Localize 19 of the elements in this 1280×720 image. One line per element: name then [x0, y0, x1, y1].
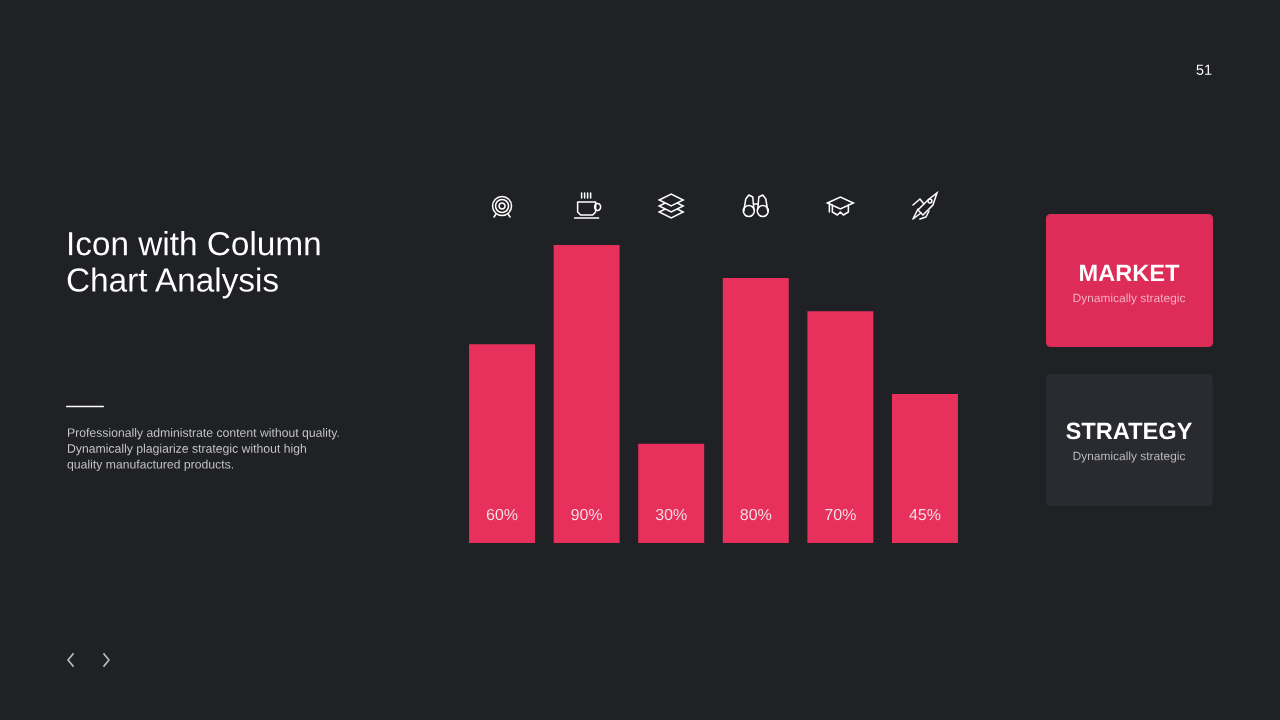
- data-label: 80%: [740, 508, 772, 521]
- bar: [469, 344, 536, 543]
- text: Professionally administrate content without quality. Dynamically plagiarize strategic without high quality manufactured products.: [67, 428, 339, 472]
- data-label: 60%: [486, 508, 518, 521]
- text: Dynamically strategic: [1073, 451, 1186, 463]
- text: MARKET: [1080, 264, 1180, 282]
- bar: [722, 278, 789, 543]
- text: 51: [1196, 64, 1212, 75]
- data-label: 70%: [825, 508, 856, 521]
- chart-title: Icon with Column Chart Analysis: [67, 231, 320, 299]
- text: Dynamically strategic: [1073, 293, 1186, 305]
- bar: [638, 443, 705, 543]
- text: STRATEGY: [1066, 422, 1193, 440]
- bar: [891, 394, 958, 543]
- bar: [553, 245, 620, 543]
- data-label: 45%: [909, 508, 941, 521]
- bar: [807, 311, 874, 543]
- data-label: 90%: [571, 508, 603, 521]
- data-label: 30%: [655, 508, 687, 521]
